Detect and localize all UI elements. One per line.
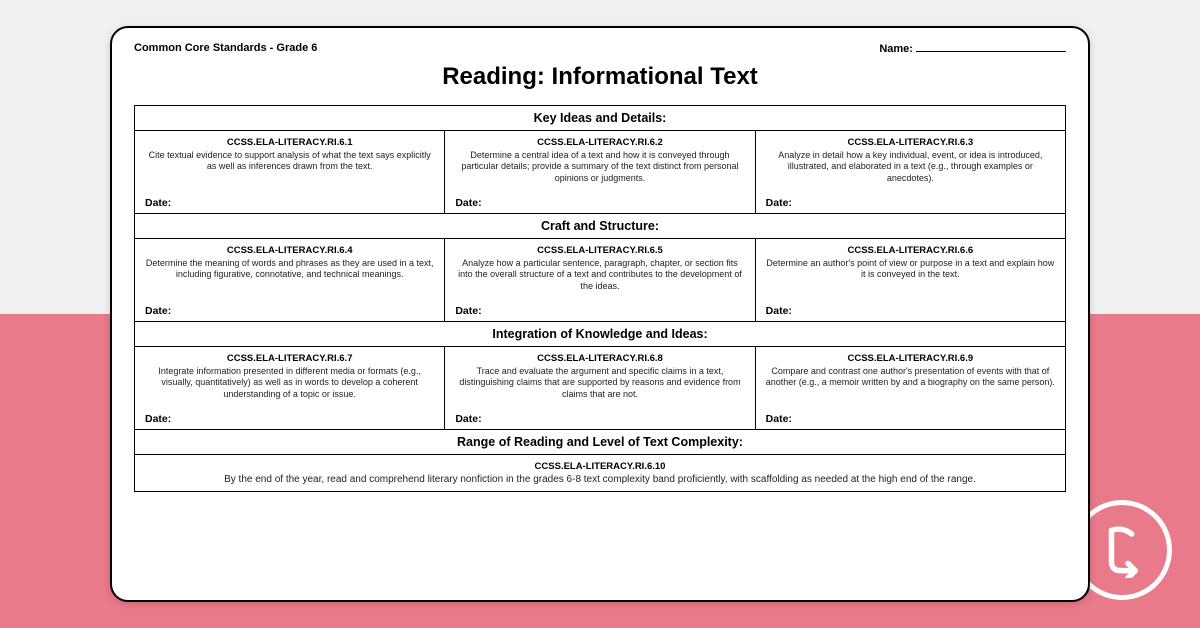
section-heading: Craft and Structure: (135, 214, 1066, 239)
standard-cell: CCSS.ELA-LITERACY.RI.6.8 Trace and evalua… (445, 347, 755, 430)
date-label: Date: (455, 197, 744, 209)
standard-desc: Determine the meaning of words and phras… (145, 258, 434, 299)
standard-code: CCSS.ELA-LITERACY.RI.6.5 (455, 245, 744, 256)
standard-cell: CCSS.ELA-LITERACY.RI.6.6 Determine an aut… (755, 239, 1065, 322)
section-heading: Range of Reading and Level of Text Compl… (135, 430, 1066, 455)
standard-code: CCSS.ELA-LITERACY.RI.6.9 (766, 353, 1055, 364)
standard-code: CCSS.ELA-LITERACY.RI.6.7 (145, 353, 434, 364)
header-left: Common Core Standards - Grade 6 (134, 42, 317, 55)
standard-cell: CCSS.ELA-LITERACY.RI.6.7 Integrate inform… (135, 347, 445, 430)
standard-desc: Trace and evaluate the argument and spec… (455, 366, 744, 407)
section-heading: Integration of Knowledge and Ideas: (135, 322, 1066, 347)
standard-cell: CCSS.ELA-LITERACY.RI.6.5 Analyze how a pa… (445, 239, 755, 322)
standard-cell: CCSS.ELA-LITERACY.RI.6.2 Determine a cent… (445, 131, 755, 214)
standard-desc: Integrate information presented in diffe… (145, 366, 434, 407)
standard-desc: Determine a central idea of a text and h… (455, 150, 744, 191)
standard-desc: Determine an author's point of view or p… (766, 258, 1055, 299)
standard-cell: CCSS.ELA-LITERACY.RI.6.3 Analyze in detai… (755, 131, 1065, 214)
name-field: Name: (879, 42, 1066, 55)
standard-code: CCSS.ELA-LITERACY.RI.6.1 (145, 137, 434, 148)
standard-cell: CCSS.ELA-LITERACY.RI.6.10 By the end of t… (135, 455, 1066, 492)
standard-desc: Analyze how a particular sentence, parag… (455, 258, 744, 299)
date-label: Date: (455, 305, 744, 317)
date-label: Date: (145, 305, 434, 317)
standard-code: CCSS.ELA-LITERACY.RI.6.2 (455, 137, 744, 148)
logo-icon (1095, 523, 1150, 578)
worksheet-header: Common Core Standards - Grade 6 Name: (134, 42, 1066, 55)
page-title: Reading: Informational Text (134, 63, 1066, 91)
standard-cell: CCSS.ELA-LITERACY.RI.6.4 Determine the me… (135, 239, 445, 322)
date-label: Date: (145, 413, 434, 425)
standard-desc: By the end of the year, read and compreh… (145, 474, 1055, 487)
standard-code: CCSS.ELA-LITERACY.RI.6.6 (766, 245, 1055, 256)
standard-desc: Compare and contrast one author's presen… (766, 366, 1055, 407)
standard-code: CCSS.ELA-LITERACY.RI.6.4 (145, 245, 434, 256)
date-label: Date: (145, 197, 434, 209)
date-label: Date: (766, 413, 1055, 425)
worksheet: Common Core Standards - Grade 6 Name: Re… (110, 26, 1090, 602)
section-heading: Key Ideas and Details: (135, 106, 1066, 131)
standard-code: CCSS.ELA-LITERACY.RI.6.3 (766, 137, 1055, 148)
date-label: Date: (455, 413, 744, 425)
date-label: Date: (766, 305, 1055, 317)
date-label: Date: (766, 197, 1055, 209)
name-underline (916, 42, 1066, 52)
standards-table: Key Ideas and Details:CCSS.ELA-LITERACY.… (134, 105, 1066, 492)
standard-desc: Analyze in detail how a key individual, … (766, 150, 1055, 191)
standard-code: CCSS.ELA-LITERACY.RI.6.10 (145, 461, 1055, 472)
standard-cell: CCSS.ELA-LITERACY.RI.6.1 Cite textual evi… (135, 131, 445, 214)
standard-code: CCSS.ELA-LITERACY.RI.6.8 (455, 353, 744, 364)
standard-desc: Cite textual evidence to support analysi… (145, 150, 434, 191)
standard-cell: CCSS.ELA-LITERACY.RI.6.9 Compare and cont… (755, 347, 1065, 430)
